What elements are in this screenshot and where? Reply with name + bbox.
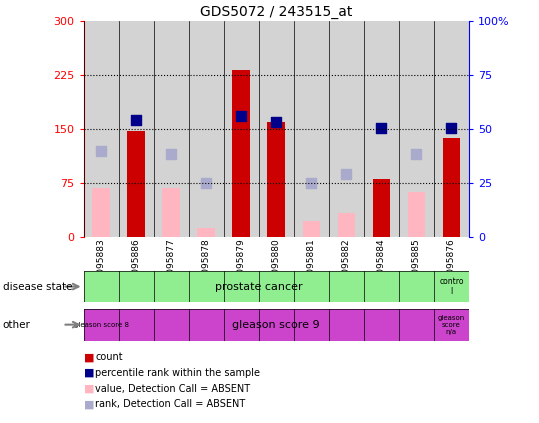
Text: percentile rank within the sample: percentile rank within the sample bbox=[95, 368, 260, 378]
Bar bbox=[119, 309, 434, 341]
Bar bbox=[372, 179, 390, 237]
Bar bbox=[443, 137, 460, 237]
Point bbox=[97, 147, 106, 154]
Bar bbox=[127, 131, 145, 237]
Point bbox=[342, 171, 351, 178]
Bar bbox=[407, 192, 425, 237]
Bar bbox=[84, 309, 119, 341]
Bar bbox=[197, 228, 215, 237]
Text: gleason
score
n/a: gleason score n/a bbox=[438, 315, 465, 335]
Point bbox=[167, 151, 176, 158]
Bar bbox=[364, 21, 399, 237]
Text: gleason score 8: gleason score 8 bbox=[73, 321, 129, 328]
Bar bbox=[84, 21, 119, 237]
Bar bbox=[259, 21, 294, 237]
Bar bbox=[232, 70, 250, 237]
Text: other: other bbox=[3, 320, 31, 330]
Text: count: count bbox=[95, 352, 123, 363]
Bar bbox=[162, 188, 180, 237]
Bar bbox=[119, 21, 154, 237]
Point bbox=[237, 113, 246, 119]
Bar bbox=[302, 221, 320, 237]
Text: gleason score 9: gleason score 9 bbox=[232, 320, 320, 330]
Text: contro
l: contro l bbox=[439, 277, 464, 296]
Text: value, Detection Call = ABSENT: value, Detection Call = ABSENT bbox=[95, 384, 251, 394]
Bar bbox=[154, 21, 189, 237]
Text: prostate cancer: prostate cancer bbox=[215, 282, 302, 291]
Bar bbox=[267, 122, 285, 237]
Point bbox=[447, 124, 456, 131]
Bar bbox=[434, 309, 469, 341]
Bar bbox=[329, 21, 364, 237]
Text: ■: ■ bbox=[84, 399, 94, 409]
Text: ■: ■ bbox=[84, 352, 94, 363]
Bar bbox=[294, 21, 329, 237]
Point bbox=[132, 116, 140, 123]
Bar bbox=[224, 21, 259, 237]
Point bbox=[202, 179, 211, 186]
Text: ■: ■ bbox=[84, 368, 94, 378]
Text: rank, Detection Call = ABSENT: rank, Detection Call = ABSENT bbox=[95, 399, 246, 409]
Bar bbox=[434, 271, 469, 302]
Bar bbox=[92, 188, 110, 237]
Text: ■: ■ bbox=[84, 384, 94, 394]
Title: GDS5072 / 243515_at: GDS5072 / 243515_at bbox=[200, 5, 353, 19]
Bar bbox=[434, 21, 469, 237]
Bar bbox=[337, 213, 355, 237]
Point bbox=[412, 151, 421, 158]
Text: disease state: disease state bbox=[3, 282, 72, 291]
Point bbox=[272, 118, 281, 125]
Point bbox=[377, 124, 386, 131]
Bar bbox=[189, 21, 224, 237]
Point bbox=[307, 179, 316, 186]
Bar bbox=[399, 21, 434, 237]
